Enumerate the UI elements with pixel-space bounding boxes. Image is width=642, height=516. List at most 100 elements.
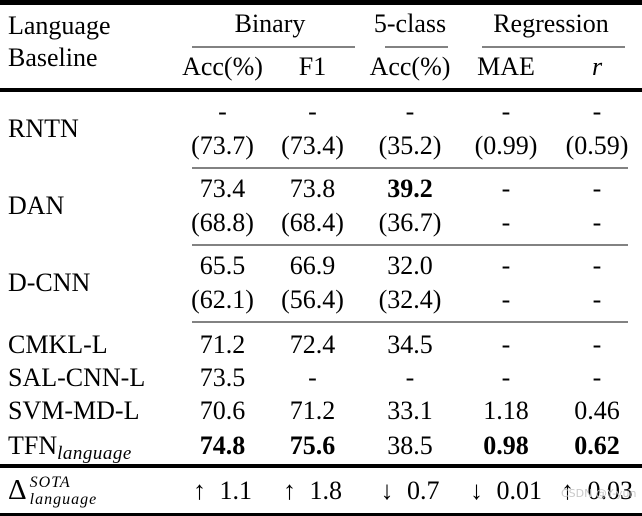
cell-value: 73.5 <box>199 363 246 392</box>
cell-paren-value: - <box>592 285 602 314</box>
cell-value: - <box>501 330 511 359</box>
table-cell: 39.2 (36.7) <box>360 172 460 240</box>
table-row-delta-sota: Δ SOTA language ↑ 1.1 ↑ 1.8 ↓ 0.7 ↓ 0.01 ↑… <box>0 468 642 513</box>
cell-paren-value: (68.8) <box>191 208 254 237</box>
row-label: SVM-MD-L <box>8 396 140 425</box>
cell-value: - <box>405 97 415 126</box>
delta-subscript: language <box>29 490 98 508</box>
subheader-binary-f1: F1 <box>298 52 327 81</box>
table-cell: 66.9 (56.4) <box>265 249 360 317</box>
section-divider-rule <box>192 167 628 169</box>
5class-group-underline <box>385 46 448 48</box>
table-cell: 73.4 (68.8) <box>180 172 265 240</box>
table-row-sal-cnn-l: SAL-CNN-L 73.5 - - - - <box>0 361 642 394</box>
cell-value: - <box>501 97 511 126</box>
cell-value: - <box>592 251 602 280</box>
cell-value: 71.2 <box>289 396 336 425</box>
row-label: TFNlanguage <box>0 427 180 472</box>
row-label-subscript: language <box>57 443 132 464</box>
section-divider-rule <box>192 321 628 323</box>
cell-value: 34.5 <box>387 330 433 359</box>
cell-value: - <box>592 174 602 203</box>
subheader-mae: MAE <box>477 52 535 81</box>
table-cell: - - <box>552 249 642 317</box>
table-cell: - (0.59) <box>552 95 642 163</box>
header-row-label-line1: Language <box>8 11 111 40</box>
cell-paren-value: (56.4) <box>281 285 344 314</box>
header-bottom-rule <box>0 88 642 92</box>
row-label: D-CNN <box>8 268 91 297</box>
cell-paren-value: (68.4) <box>281 208 344 237</box>
table-cell: - - <box>460 172 552 240</box>
cell-paren-value: (0.59) <box>565 131 629 160</box>
cell-paren-value: (32.4) <box>378 285 442 314</box>
header-row-label-line2: Baseline <box>8 43 98 72</box>
cell-value: - <box>218 97 227 126</box>
subheader-5class-acc: Acc(%) <box>369 52 451 81</box>
delta-scripts: SOTA language <box>30 474 98 508</box>
cell-value: - <box>308 97 317 126</box>
table-header: Language Baseline Binary 5-class Regress… <box>0 5 642 88</box>
delta-superscript: SOTA <box>29 473 71 491</box>
table-cell: - (73.7) <box>180 95 265 163</box>
cell-paren-value: - <box>592 208 602 237</box>
cell-paren-value: - <box>501 208 511 237</box>
cell-value: 73.8 <box>289 174 336 203</box>
cell-value: 70.6 <box>199 396 246 425</box>
cell-value: - <box>501 251 511 280</box>
table-row-tfn-language: TFNlanguage 74.8 75.6 38.5 0.98 0.62 <box>0 427 642 464</box>
row-label: DAN <box>8 191 65 220</box>
cell-value: - <box>501 174 511 203</box>
cell-value: - <box>405 363 415 392</box>
table-row-cmkl-l: CMKL-L 71.2 72.4 34.5 - - <box>0 328 642 361</box>
binary-group-underline <box>192 46 355 48</box>
cell-paren-value: (73.4) <box>281 131 344 160</box>
cell-value: 72.4 <box>289 330 336 359</box>
table-cell: - (35.2) <box>360 95 460 163</box>
cell-value: 1.18 <box>483 396 529 425</box>
table-row-dcnn: D-CNN 65.5 (62.1) 66.9 (56.4) 32.0 (32.4… <box>0 246 642 321</box>
delta-cell: ↑ 1.8 <box>283 476 342 505</box>
cell-paren-value: (36.7) <box>378 208 442 237</box>
row-label: CMKL-L <box>8 330 108 359</box>
cell-value-best: 0.98 <box>483 431 529 460</box>
table-row-rntn: RNTN - (73.7) - (73.4) - (35.2) - (0.99)… <box>0 92 642 167</box>
cell-value-best: 0.62 <box>574 431 620 460</box>
cell-paren-value: - <box>501 285 511 314</box>
table-cell: 73.8 (68.4) <box>265 172 360 240</box>
header-group-5class: 5-class <box>373 9 447 38</box>
bottom-rule <box>0 513 642 516</box>
table-cell: 32.0 (32.4) <box>360 249 460 317</box>
cell-value: - <box>501 363 511 392</box>
table-cell: - - <box>460 249 552 317</box>
table-cell: 65.5 (62.1) <box>180 249 265 317</box>
header-group-regression: Regression <box>493 9 609 38</box>
cell-paren-value: (35.2) <box>378 131 442 160</box>
cell-paren-value: (73.7) <box>191 131 254 160</box>
cell-value-best: 75.6 <box>289 431 336 460</box>
cell-paren-value: (62.1) <box>191 285 254 314</box>
table-cell: - (73.4) <box>265 95 360 163</box>
table-row-dan: DAN 73.4 (68.8) 73.8 (68.4) 39.2 (36.7) … <box>0 169 642 244</box>
cell-value: 73.4 <box>199 174 246 203</box>
subheader-r: r <box>591 52 603 81</box>
row-label-main: TFN <box>8 431 58 460</box>
table-cell: - - <box>552 172 642 240</box>
table-row-svm-md-l: SVM-MD-L 70.6 71.2 33.1 1.18 0.46 <box>0 394 642 427</box>
cell-value: 65.5 <box>199 251 246 280</box>
delta-symbol: Δ <box>8 474 27 506</box>
cell-value: 38.5 <box>387 431 433 460</box>
cell-value: 0.46 <box>574 396 620 425</box>
cell-value-best: 74.8 <box>199 431 246 460</box>
single-rows-block: CMKL-L 71.2 72.4 34.5 - - SAL-CNN-L 73.5… <box>0 323 642 464</box>
pre-delta-rule <box>0 464 642 468</box>
cell-value: 66.9 <box>289 251 336 280</box>
header-group-binary: Binary <box>234 9 306 38</box>
regression-group-underline <box>482 46 625 48</box>
top-rule <box>0 0 642 5</box>
cell-value: - <box>592 97 602 126</box>
row-label-delta: Δ SOTA language <box>0 468 180 513</box>
csdn-watermark: CSDN @Y-yun <box>561 487 637 500</box>
cell-value: - <box>308 363 317 392</box>
